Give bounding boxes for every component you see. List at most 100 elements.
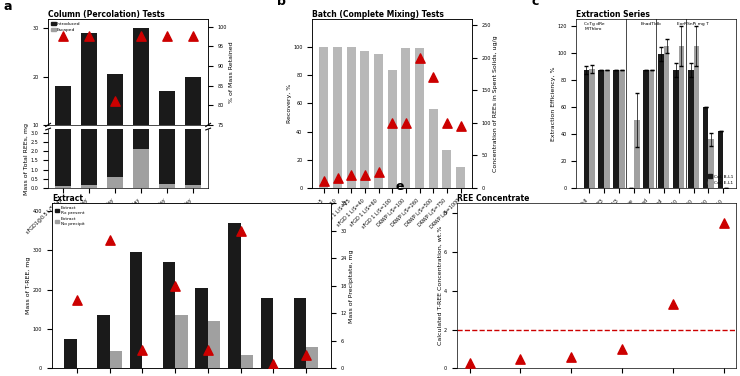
Point (386, 120, 398, 126)
Bar (584, 70, 589, 188)
Bar (133, 163, 149, 173)
Point (400, 120, 411, 126)
Bar (110, 351, 122, 368)
Bar (261, 297, 273, 368)
Bar (619, 70, 625, 188)
Point (110, 99, 121, 105)
Bar (81, 0, 97, 188)
Point (71, 297, 83, 303)
Point (441, 120, 453, 126)
Bar (185, 77, 201, 173)
Point (318, 179, 330, 185)
Point (235, 227, 246, 233)
Bar (718, 131, 724, 188)
Bar (673, 70, 679, 188)
Y-axis label: Mass of T-REE, mg: Mass of T-REE, mg (27, 257, 31, 314)
Text: EorRSnPi mg T: EorRSnPi mg T (677, 22, 709, 26)
Point (83, 33, 95, 39)
Point (346, 172, 357, 178)
Bar (107, 177, 123, 188)
Y-axis label: Calculated T-REE Concentration, wt.%: Calculated T-REE Concentration, wt.% (437, 226, 443, 346)
Bar (658, 54, 664, 188)
Bar (634, 120, 639, 188)
Bar (81, 33, 97, 173)
Bar (589, 69, 595, 188)
Bar (130, 252, 142, 368)
Bar (97, 315, 110, 368)
Bar (360, 51, 369, 188)
Bar (107, 0, 123, 188)
Bar (159, 91, 175, 173)
Bar (708, 139, 714, 188)
Point (161, 33, 173, 39)
Bar (599, 70, 604, 188)
Text: BnadTldb: BnadTldb (640, 22, 661, 26)
Point (616, 346, 628, 352)
Bar (107, 170, 123, 173)
Bar (401, 49, 410, 188)
Bar (693, 46, 699, 188)
Text: Column (Percolation) Tests: Column (Percolation) Tests (48, 10, 165, 19)
Bar (163, 262, 175, 368)
Y-axis label: Concentration of REEs in Spent Solids, ug/g: Concentration of REEs in Spent Solids, u… (493, 35, 498, 172)
Bar (185, 0, 201, 188)
Point (267, 361, 279, 367)
Bar (374, 54, 383, 188)
Point (373, 169, 385, 175)
Text: e: e (395, 180, 404, 193)
Point (464, 359, 476, 365)
Bar (664, 46, 670, 188)
Text: c: c (531, 0, 539, 8)
Bar (185, 185, 201, 188)
Bar (240, 355, 253, 368)
Point (718, 220, 730, 226)
Bar (649, 70, 654, 188)
Bar (81, 172, 97, 173)
Y-axis label: Recovery, %: Recovery, % (286, 84, 292, 123)
Bar (64, 339, 77, 368)
Bar (443, 150, 451, 188)
Point (565, 354, 577, 360)
Point (135, 33, 147, 39)
Bar (56, 186, 71, 188)
Point (514, 356, 526, 362)
Text: Extract: Extract (52, 194, 83, 203)
Text: a: a (3, 0, 12, 13)
Bar (613, 70, 619, 188)
Y-axis label: Extraction Efficiency, %: Extraction Efficiency, % (551, 66, 556, 141)
Bar (159, 172, 175, 173)
Bar (133, 149, 149, 188)
Legend: Introduced, Escaped: Introduced, Escaped (50, 21, 81, 33)
Text: CcTg dRe
MiThbro: CcTg dRe MiThbro (585, 22, 605, 31)
Bar (195, 288, 208, 368)
Point (169, 283, 181, 289)
Bar (185, 172, 201, 173)
Point (57, 33, 69, 39)
Bar (175, 315, 187, 368)
Bar (456, 167, 465, 188)
Bar (133, 29, 149, 173)
Bar (159, 184, 175, 188)
Bar (347, 47, 356, 188)
Bar (643, 70, 649, 188)
Point (414, 55, 425, 61)
Point (104, 237, 115, 243)
Point (427, 74, 439, 80)
Bar (56, 0, 71, 188)
Bar (228, 223, 240, 368)
Bar (415, 49, 424, 188)
Text: Batch (Complete Mixing) Tests: Batch (Complete Mixing) Tests (312, 10, 444, 19)
Point (187, 33, 199, 39)
Bar (107, 74, 123, 173)
Bar (294, 297, 306, 368)
Y-axis label: Mass of Total REEs, mg: Mass of Total REEs, mg (24, 123, 30, 194)
Legend: Extract
Rx present, Extract
No precipit: Extract Rx present, Extract No precipit (54, 205, 85, 226)
Point (667, 301, 679, 307)
Bar (333, 47, 342, 188)
Bar (320, 47, 329, 188)
Text: REE Concentrate: REE Concentrate (457, 194, 529, 203)
Text: b: b (277, 0, 286, 8)
Point (136, 347, 148, 353)
Point (359, 172, 371, 178)
Bar (208, 321, 221, 368)
